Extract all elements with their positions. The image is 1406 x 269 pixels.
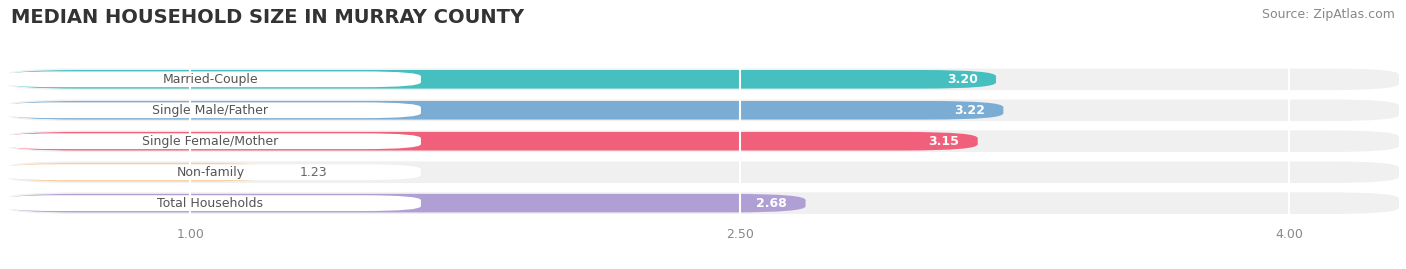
Text: Single Female/Mother: Single Female/Mother [142, 135, 278, 148]
FancyBboxPatch shape [0, 133, 420, 149]
FancyBboxPatch shape [7, 194, 806, 213]
FancyBboxPatch shape [7, 192, 1399, 214]
Text: 3.15: 3.15 [928, 135, 959, 148]
FancyBboxPatch shape [0, 195, 420, 211]
FancyBboxPatch shape [7, 163, 274, 182]
Text: 1.23: 1.23 [299, 166, 328, 179]
Text: Married-Couple: Married-Couple [163, 73, 259, 86]
FancyBboxPatch shape [7, 161, 1399, 183]
FancyBboxPatch shape [0, 102, 420, 118]
FancyBboxPatch shape [7, 70, 995, 89]
FancyBboxPatch shape [7, 69, 1399, 90]
Text: 2.68: 2.68 [756, 197, 787, 210]
FancyBboxPatch shape [7, 101, 1004, 119]
Text: Non-family: Non-family [176, 166, 245, 179]
Text: MEDIAN HOUSEHOLD SIZE IN MURRAY COUNTY: MEDIAN HOUSEHOLD SIZE IN MURRAY COUNTY [11, 8, 524, 27]
Text: Total Households: Total Households [157, 197, 263, 210]
FancyBboxPatch shape [7, 130, 1399, 152]
Text: 3.20: 3.20 [946, 73, 977, 86]
Text: Single Male/Father: Single Male/Father [152, 104, 269, 117]
FancyBboxPatch shape [7, 100, 1399, 121]
FancyBboxPatch shape [7, 132, 977, 151]
FancyBboxPatch shape [0, 164, 420, 180]
Text: 3.22: 3.22 [955, 104, 986, 117]
FancyBboxPatch shape [0, 71, 420, 87]
Text: Source: ZipAtlas.com: Source: ZipAtlas.com [1261, 8, 1395, 21]
